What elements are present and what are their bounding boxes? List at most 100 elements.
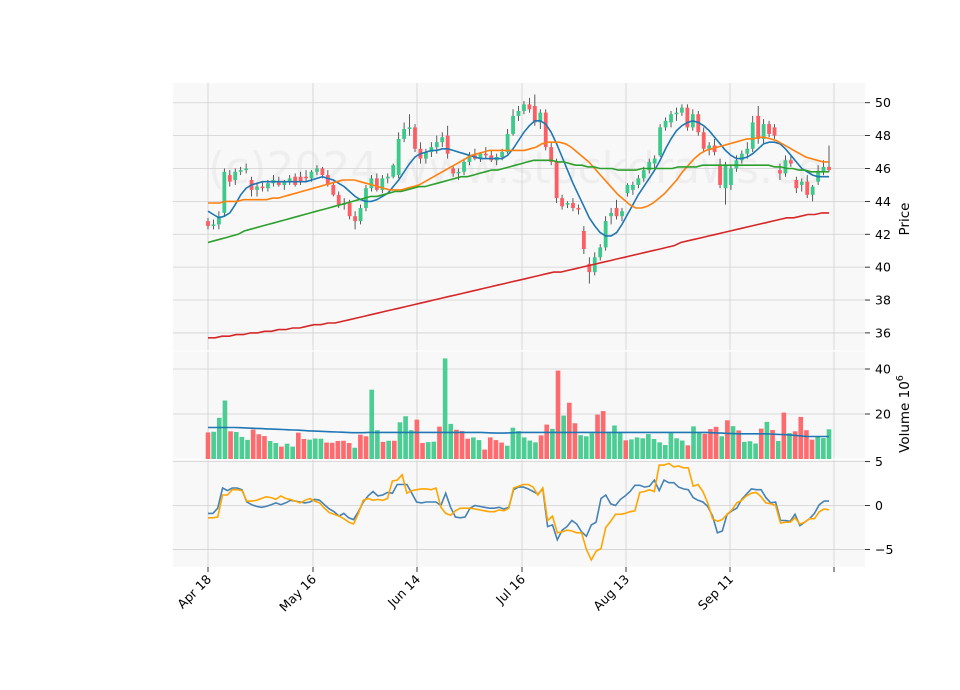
candle-body — [287, 178, 292, 182]
candle — [745, 142, 750, 159]
volume-bar — [583, 436, 589, 459]
volume-bar — [358, 434, 363, 459]
candle-body — [407, 127, 412, 130]
volume-bar — [651, 438, 657, 459]
volume-bar — [312, 438, 318, 459]
oscillator-tick-label: 5 — [875, 454, 883, 469]
price-axis-title: Price — [897, 203, 913, 236]
volume-bar — [809, 439, 815, 459]
candle — [576, 204, 581, 215]
volume-bar — [296, 432, 301, 459]
volume-bar — [544, 424, 550, 459]
candle — [560, 194, 564, 210]
candle — [353, 211, 357, 230]
date-tick-label: Sep 11 — [695, 572, 736, 613]
volume-bar — [346, 443, 352, 459]
candle — [669, 110, 673, 128]
date-tick-label: Jul 16 — [492, 571, 528, 607]
price-tick-label: 48 — [875, 128, 891, 143]
candle-body — [560, 198, 564, 207]
candle-body — [260, 186, 265, 189]
candle-body — [282, 181, 287, 185]
volume-bar — [821, 438, 826, 459]
volume-bar — [499, 442, 504, 459]
candle — [467, 152, 472, 166]
candle-body — [603, 221, 608, 248]
volume-bar — [550, 428, 555, 459]
candle — [522, 101, 526, 115]
candle-body — [663, 120, 668, 128]
price-tick-label: 44 — [875, 194, 891, 209]
candle-body — [244, 168, 249, 171]
candle — [783, 155, 788, 177]
volume-bar — [335, 441, 341, 459]
volume-bar — [736, 430, 741, 459]
candle — [331, 181, 336, 197]
volume-bar — [674, 438, 679, 459]
date-tick-label: May 16 — [276, 571, 319, 614]
candle-body — [505, 133, 510, 153]
candle-body — [423, 152, 428, 159]
candle-body — [723, 165, 728, 189]
candle-body — [385, 176, 390, 179]
candle — [206, 217, 210, 230]
candle — [462, 158, 466, 176]
volume-bar — [329, 442, 335, 459]
candle — [527, 97, 532, 113]
volume-bar — [324, 442, 329, 459]
candle-body — [783, 160, 788, 174]
candle-body — [456, 171, 461, 174]
oscillator-line — [208, 478, 829, 542]
volume-bar — [420, 443, 425, 459]
volume-bar — [815, 436, 821, 459]
volume-bar — [284, 443, 290, 459]
volume-bar — [471, 437, 476, 459]
volume-bar — [341, 440, 346, 459]
candle — [396, 132, 401, 179]
volume-bar — [555, 370, 561, 459]
volume-bar — [504, 445, 510, 459]
candle-body — [445, 135, 450, 154]
volume-bar — [770, 429, 775, 459]
volume-bar — [363, 436, 369, 459]
volume-bar — [629, 439, 634, 459]
volume-bar — [437, 426, 442, 459]
candle-body — [402, 129, 407, 139]
volume-bar — [205, 432, 211, 459]
candle-body — [516, 110, 521, 116]
volume-bar — [228, 431, 233, 459]
oscillator-tick-label: −5 — [875, 542, 893, 557]
volume-bar — [623, 440, 629, 459]
volume-bar — [634, 437, 640, 459]
volume-bar — [725, 420, 730, 459]
volume-bar — [487, 437, 493, 459]
volume-bar — [713, 426, 719, 459]
candle-body — [462, 161, 466, 172]
candle-body — [336, 194, 341, 205]
candle-body — [222, 171, 227, 213]
volume-bar — [386, 440, 391, 459]
candle — [391, 163, 396, 179]
volume-bar — [403, 416, 408, 459]
volume-bar — [301, 438, 307, 459]
date-tick-label: Jun 14 — [384, 571, 423, 610]
candle-body — [413, 127, 417, 149]
volume-bar — [307, 439, 312, 459]
candle — [429, 142, 434, 157]
candle-body — [347, 203, 352, 217]
candle — [630, 181, 635, 195]
candle — [227, 170, 232, 187]
candle — [244, 163, 249, 174]
candle-body — [636, 178, 641, 185]
candle — [799, 178, 804, 192]
candle — [767, 120, 771, 138]
candle-body — [647, 161, 652, 171]
candle — [587, 257, 592, 284]
volume-bar — [216, 417, 222, 459]
candle-body — [276, 181, 281, 185]
volume-bar — [679, 440, 685, 459]
candle — [369, 175, 374, 192]
candle-body — [374, 178, 379, 190]
candle — [315, 165, 319, 176]
volume-bar — [798, 416, 804, 459]
